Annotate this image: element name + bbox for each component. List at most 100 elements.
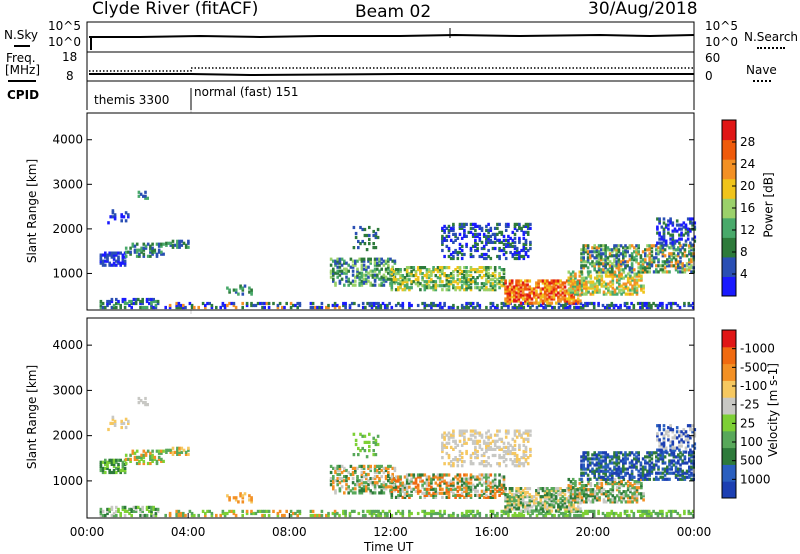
velocity-cell-2: [493, 513, 497, 518]
power-cell-10: [436, 276, 440, 280]
velocity-cell-2: [678, 513, 682, 518]
velocity-cell-13: [571, 482, 575, 486]
power-cell-13: [576, 286, 579, 290]
power-cell-11: [449, 256, 453, 261]
velocity-cell-12: [546, 495, 549, 499]
power-cell-2: [584, 303, 587, 308]
velocity-cell-2: [647, 509, 651, 513]
velocity-cell-15: [673, 446, 677, 450]
velocity-cell-13: [624, 500, 628, 504]
velocity-cell-2: [423, 513, 427, 518]
velocity-cell-10: [414, 481, 418, 485]
velocity-cell-0: [112, 513, 116, 518]
power-cell-5: [176, 241, 179, 245]
power-cell-12: [537, 279, 540, 283]
power-cell-10: [452, 280, 455, 284]
x-tick-label: 00:00: [70, 525, 105, 539]
velocity-cell-13: [604, 482, 608, 486]
power-cell-16: [374, 231, 378, 236]
power-cell-10: [416, 278, 420, 282]
nsearch-tick-low: 10^0: [705, 35, 738, 49]
velocity-cell-15: [689, 428, 692, 432]
power-cell-11: [460, 256, 464, 261]
velocity-cell-12: [528, 487, 532, 491]
power-cell-9: [345, 261, 348, 265]
power-cell-12: [510, 281, 514, 285]
velocity-cell-12: [554, 509, 558, 513]
power-cell-10: [478, 270, 482, 274]
velocity-cell-12: [546, 487, 549, 491]
velocity-cell-5: [165, 448, 168, 452]
power-cell-2: [665, 303, 669, 308]
power-cell-4: [162, 242, 165, 246]
velocity-cell-2: [526, 511, 530, 516]
power-cell-11: [489, 234, 493, 238]
velocity-cell-4: [157, 457, 161, 461]
power-cell-2: [623, 301, 627, 306]
power-cell-10: [408, 278, 411, 282]
power-cell-12: [543, 283, 547, 287]
velocity-cell-10: [489, 489, 493, 493]
velocity-cell-14: [604, 459, 607, 463]
velocity-cell-10: [471, 487, 475, 491]
velocity-cell-14: [602, 465, 605, 469]
power-cell-14: [600, 268, 603, 272]
power-cell-2: [628, 305, 631, 310]
power-cell-14: [611, 270, 614, 274]
velocity-cell-10: [465, 479, 468, 483]
power-cell-10: [474, 280, 477, 284]
velocity-cell-15: [678, 440, 681, 444]
velocity-cell-14: [650, 467, 654, 471]
power-cell-13: [585, 292, 588, 296]
velocity-cell-14: [593, 453, 596, 457]
velocity-cell-2: [575, 513, 578, 518]
power-cell-13: [598, 282, 601, 286]
power-cell-13: [569, 274, 573, 278]
velocity-cell-16: [368, 432, 371, 436]
power-cell-2: [452, 303, 455, 308]
power-cell-13: [629, 282, 632, 286]
power-cell-10: [467, 274, 471, 278]
power-cell-11: [493, 226, 497, 230]
power-cell-11: [458, 224, 462, 228]
colorbar-swatch: [722, 464, 736, 482]
velocity-cell-14: [641, 471, 645, 475]
power-cell-11: [526, 224, 530, 228]
velocity-cell-10: [452, 485, 455, 489]
power-cell-12: [521, 291, 525, 295]
velocity-cell-2: [645, 509, 649, 513]
power-cell-13: [578, 270, 582, 274]
power-cell-16: [361, 239, 364, 244]
power-cell-12: [537, 295, 540, 299]
velocity-cell-14: [604, 477, 607, 481]
power-cell-14: [655, 256, 658, 260]
velocity-cell-2: [592, 511, 596, 516]
velocity-cell-10: [465, 481, 468, 485]
power-cell-13: [618, 284, 621, 288]
power-cell-4: [157, 244, 161, 248]
velocity-cell-10: [397, 477, 400, 481]
velocity-cell-1: [234, 513, 238, 518]
power-cell-11: [507, 234, 510, 238]
velocity-cell-14: [659, 453, 662, 457]
power-cell-5: [165, 241, 168, 245]
freq-tick-low: 8: [66, 69, 74, 83]
power-cell-12: [557, 295, 560, 299]
velocity-cell-11: [443, 443, 446, 447]
velocity-cell-10: [403, 483, 407, 487]
velocity-cell-13: [585, 490, 588, 494]
power-cell-4: [140, 248, 143, 252]
power-cell-14: [670, 264, 673, 268]
velocity-cell-11: [463, 441, 466, 445]
power-cell-1: [208, 301, 211, 306]
velocity-cell-14: [677, 469, 680, 473]
power-cell-10: [434, 282, 438, 286]
power-cell-14: [582, 258, 585, 262]
velocity-cell-11: [507, 451, 510, 456]
velocity-cell-10: [474, 487, 477, 491]
velocity-cell-3: [121, 462, 125, 466]
power-cell-10: [496, 278, 499, 282]
velocity-cell-14: [604, 457, 607, 461]
velocity-cell-11: [443, 431, 446, 435]
velocity-cell-3: [115, 458, 118, 462]
